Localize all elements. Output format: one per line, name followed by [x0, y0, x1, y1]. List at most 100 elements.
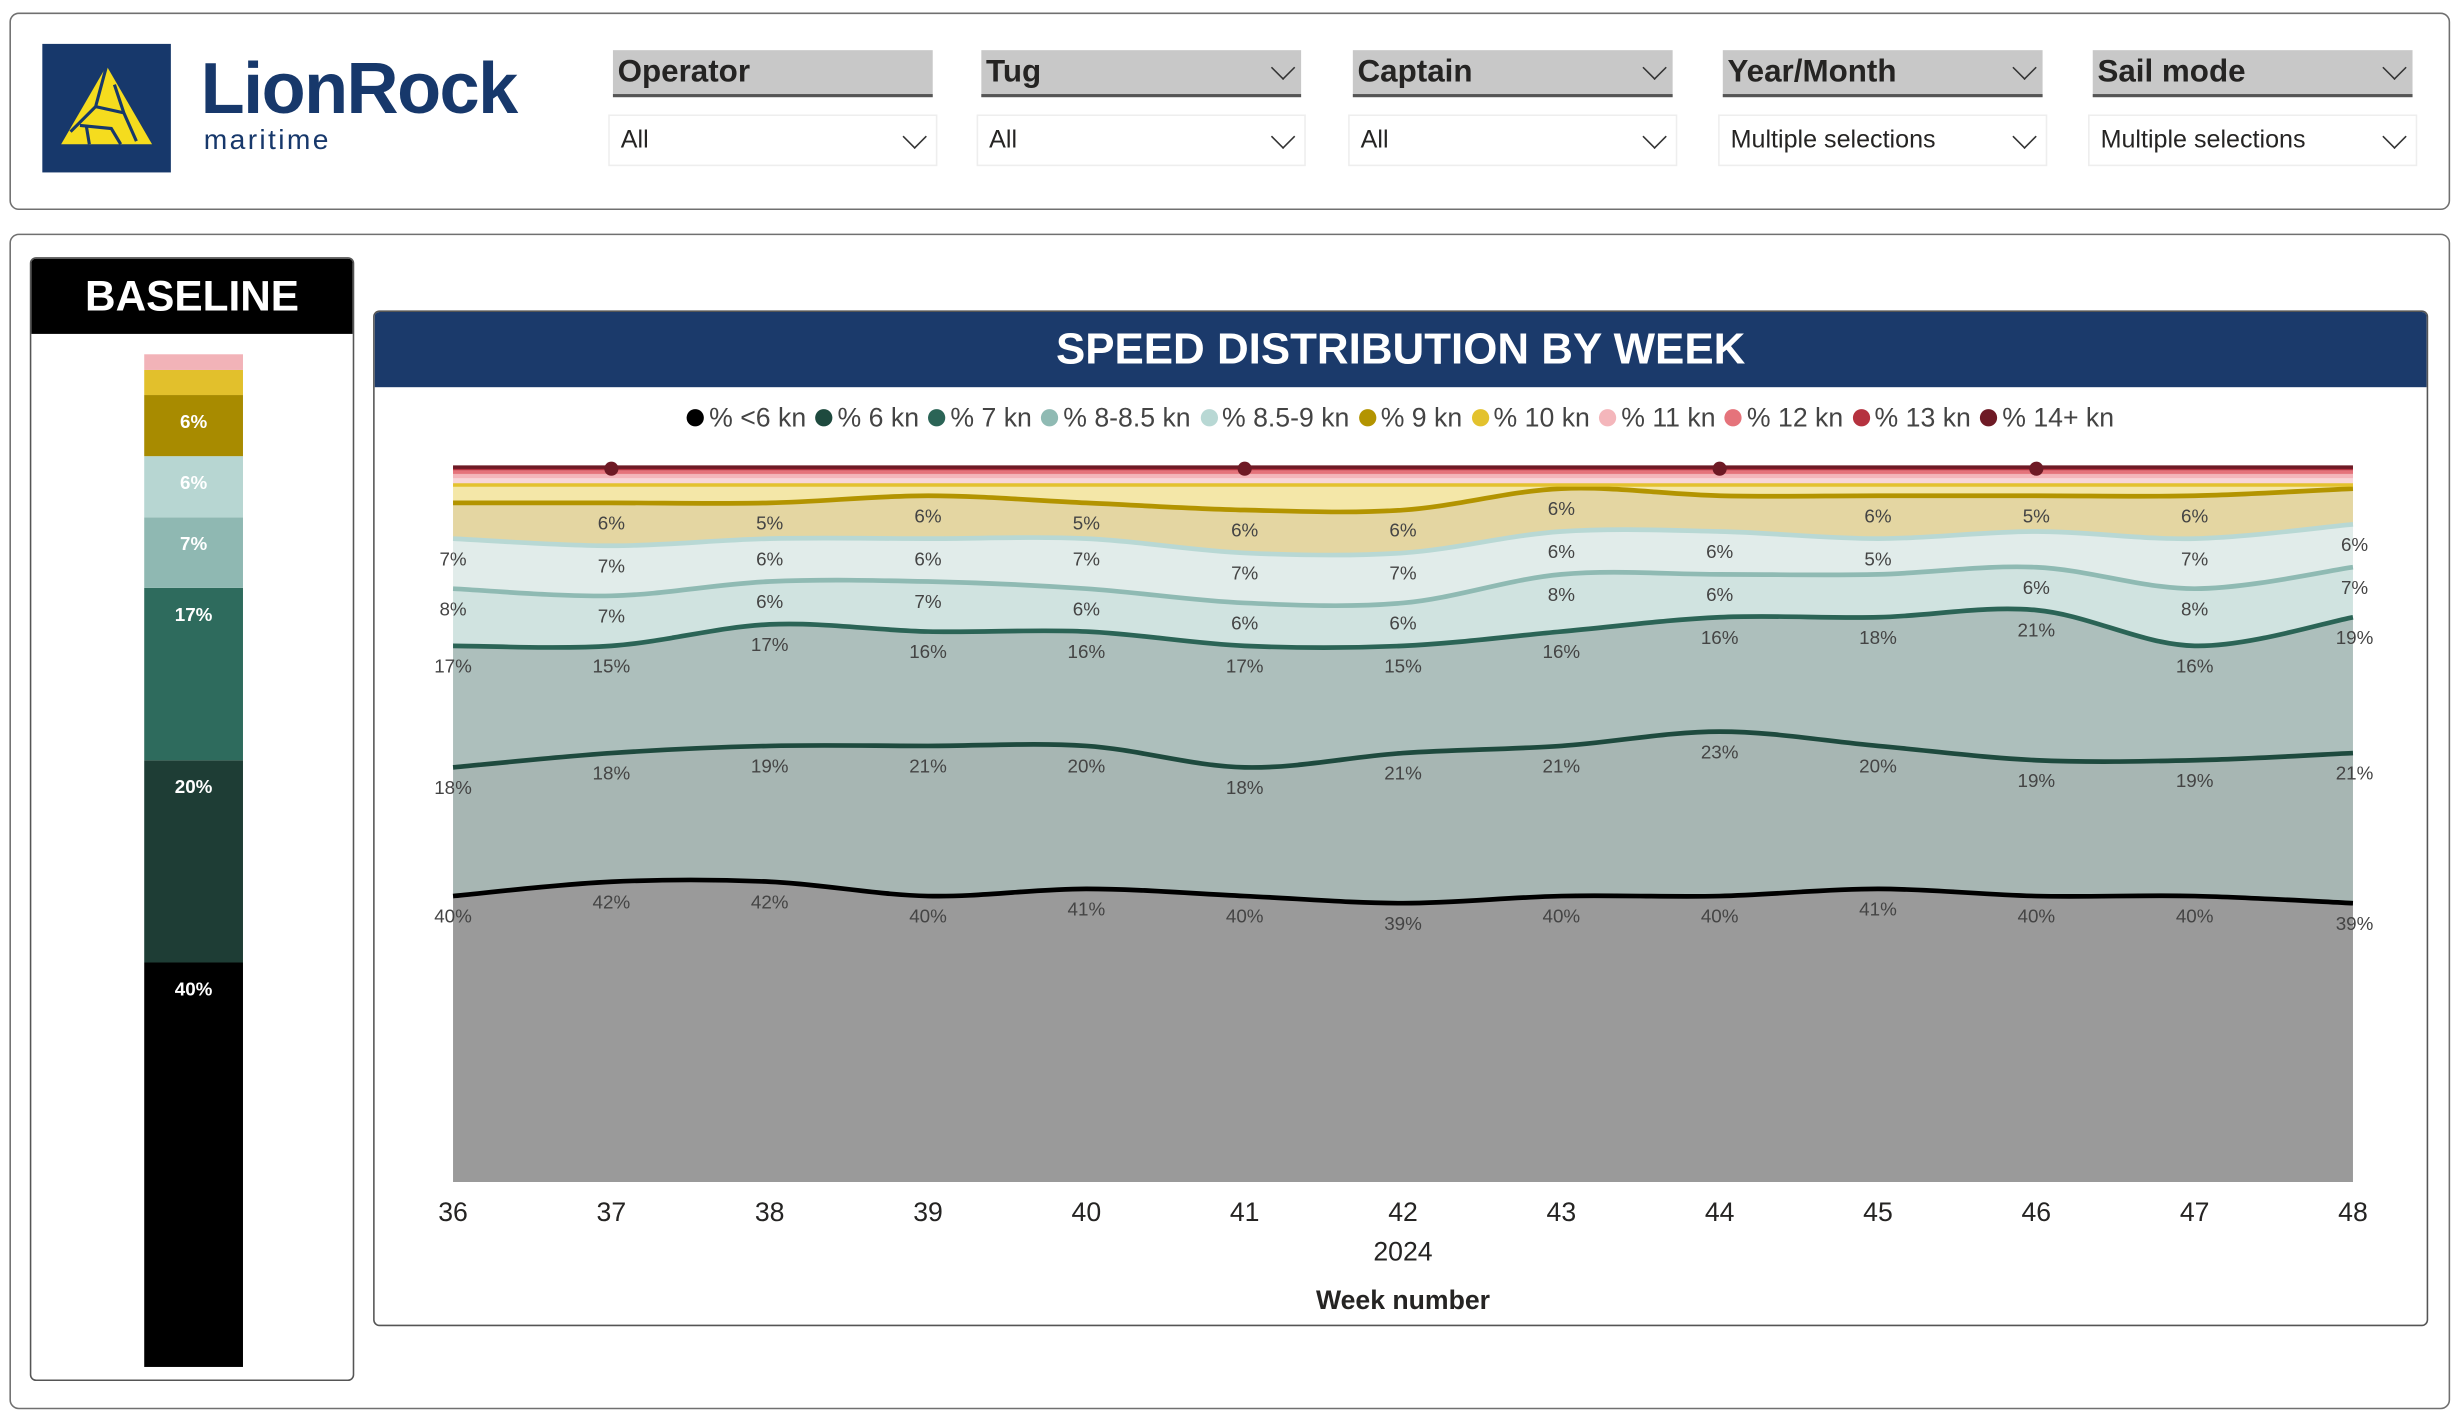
data-label: 18%: [1859, 627, 1897, 648]
marker-14-kn-44[interactable]: [1712, 461, 1727, 476]
legend-item-11-kn[interactable]: % 11 kn: [1599, 403, 1716, 434]
chevron-down-icon[interactable]: [1642, 55, 1667, 80]
data-label: 40%: [909, 906, 947, 927]
legend-item-14-kn[interactable]: % 14+ kn: [1980, 403, 2114, 434]
slicer-tug: Tug All: [976, 50, 1306, 167]
brand-name: LionRock: [200, 47, 519, 129]
data-label: 7%: [2341, 577, 2368, 598]
baseline-segment-10-kn[interactable]: [144, 369, 243, 396]
data-label: 6%: [598, 513, 625, 534]
data-label: 17%: [434, 656, 472, 677]
slicer-dropdown[interactable]: Multiple selections: [1718, 114, 2048, 167]
chevron-down-icon[interactable]: [2382, 123, 2407, 149]
slicer-title: Captain: [1357, 54, 1473, 90]
data-label: 8%: [439, 598, 466, 619]
legend-dot-icon: [928, 409, 946, 427]
data-label: 19%: [2176, 770, 2214, 791]
data-label: 40%: [2176, 906, 2214, 927]
chevron-down-icon[interactable]: [2012, 55, 2037, 80]
data-label: 7%: [598, 605, 625, 626]
line-8-8-5-kn[interactable]: [452, 564, 2354, 609]
legend-dot-icon: [1471, 409, 1489, 427]
data-label: 19%: [2017, 770, 2055, 791]
data-label: 6%: [1231, 613, 1258, 634]
chevron-down-icon[interactable]: [1270, 55, 1296, 80]
chevron-down-icon[interactable]: [2382, 55, 2407, 80]
data-label: 21%: [909, 756, 947, 777]
data-label: 6%: [1073, 598, 1100, 619]
data-label: 21%: [1543, 756, 1581, 777]
line-7-kn[interactable]: [453, 606, 2354, 650]
slicer-header: Operator: [612, 50, 933, 98]
data-label: 8%: [2181, 598, 2208, 619]
area-6-kn[interactable]: [453, 879, 2353, 1182]
legend-item-6-kn[interactable]: % <6 kn: [687, 403, 806, 434]
x-tick-label: 42: [1388, 1197, 1418, 1227]
brand-logo: LionRock maritime: [200, 47, 519, 154]
x-tick-label: 44: [1705, 1197, 1735, 1227]
data-label: 16%: [1543, 641, 1581, 662]
legend-item-12-kn[interactable]: % 12 kn: [1724, 402, 1844, 434]
slicer-value: Multiple selections: [1730, 126, 1936, 154]
chevron-down-icon[interactable]: [1270, 123, 1296, 149]
baseline-segment-11-kn[interactable]: [144, 354, 243, 370]
chevron-down-icon[interactable]: [902, 123, 927, 149]
baseline-segment-9-kn[interactable]: 6%: [144, 395, 243, 457]
x-tick-label: 40: [1072, 1197, 1102, 1227]
baseline-segment-8-5-9-kn[interactable]: 6%: [144, 456, 243, 518]
legend-item-8-5-9-kn[interactable]: % 8.5-9 kn: [1200, 403, 1349, 434]
line-6-kn[interactable]: [452, 877, 2354, 906]
chevron-down-icon[interactable]: [2012, 123, 2037, 149]
legend-label: % 12 kn: [1746, 402, 1844, 433]
data-label: 40%: [434, 906, 472, 927]
marker-14-kn-37[interactable]: [604, 461, 619, 476]
x-tick-label: 47: [2180, 1197, 2210, 1227]
line-8-5-9-kn[interactable]: [452, 521, 2354, 558]
baseline-stacked-bar[interactable]: 40% 20% 17% 7% 6% 6%: [144, 354, 243, 1367]
legend-item-13-kn[interactable]: % 13 kn: [1852, 403, 1971, 434]
slicer-dropdown[interactable]: All: [608, 114, 938, 167]
area-6-kn[interactable]: [453, 731, 2353, 904]
marker-14-kn-41[interactable]: [1237, 461, 1252, 476]
area-7-kn[interactable]: [453, 608, 2353, 768]
data-label: 6%: [1389, 613, 1416, 634]
chart-plot[interactable]: 40% 42% 42% 40% 41% 40% 39% 40% 40% 41% 40% 40% 39% 1…: [375, 312, 2427, 1325]
legend-item-8-8-5-kn[interactable]: % 8-8.5 kn: [1041, 403, 1191, 434]
baseline-segment-8-8-5-kn[interactable]: 7%: [144, 517, 243, 588]
baseline-segment-6-kn[interactable]: 20%: [144, 759, 243, 963]
legend-item-7-kn[interactable]: % 7 kn: [928, 403, 1032, 434]
data-label: 39%: [2336, 913, 2374, 934]
data-label: 7%: [598, 555, 625, 576]
area-8-8-5-kn[interactable]: [453, 566, 2353, 648]
slicer-header: Sail mode: [2092, 50, 2413, 98]
x-tick-label: 36: [438, 1197, 468, 1227]
legend-item-6-kn[interactable]: % 6 kn: [815, 403, 919, 434]
data-label: 15%: [593, 656, 631, 677]
area-11-kn[interactable]: [453, 476, 2353, 486]
slicer-sail-mode: Sail mode Multiple selections: [2088, 50, 2418, 167]
marker-14-kn-46[interactable]: [2029, 461, 2044, 476]
chart-title: SPEED DISTRIBUTION BY WEEK: [374, 311, 2427, 388]
area-10-kn[interactable]: [453, 485, 2353, 512]
data-label: 16%: [1068, 641, 1106, 662]
area-8-5-9-kn[interactable]: [453, 524, 2353, 606]
legend-item-10-kn[interactable]: % 10 kn: [1471, 403, 1590, 434]
slicer-dropdown[interactable]: All: [976, 114, 1306, 167]
baseline-segment-7-kn[interactable]: 17%: [144, 587, 243, 760]
data-label: 20%: [1859, 756, 1897, 777]
data-label: 16%: [2176, 656, 2214, 677]
chevron-down-icon[interactable]: [1642, 123, 1667, 149]
line-6-kn[interactable]: [452, 729, 2354, 770]
line-9-kn[interactable]: [453, 485, 2354, 515]
data-label: 6%: [2023, 577, 2050, 598]
legend-dot-icon: [687, 409, 705, 427]
x-axis-title: Week number: [1316, 1285, 1490, 1315]
legend-item-9-kn[interactable]: % 9 kn: [1358, 403, 1462, 434]
slicer-dropdown[interactable]: All: [1348, 114, 1678, 167]
slicer-dropdown[interactable]: Multiple selections: [2088, 114, 2418, 167]
speed-distribution-chart: SPEED DISTRIBUTION BY WEEK 40% 42% 42% 40% 4…: [373, 310, 2429, 1327]
chart-legend: % <6 kn % 6 kn % 7 kn % 8-8.5 kn % 8.5-9 kn%…: [375, 403, 2427, 434]
data-label: 15%: [1384, 656, 1422, 677]
baseline-segment-6-kn[interactable]: 40%: [144, 962, 243, 1367]
baseline-title: BASELINE: [31, 258, 353, 334]
